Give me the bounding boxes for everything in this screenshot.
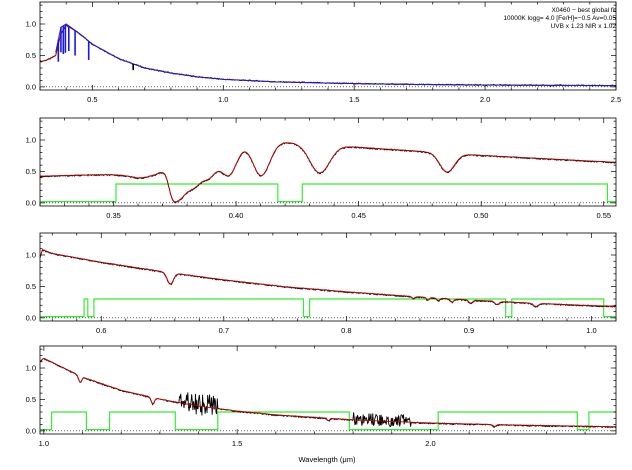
y-tick-label: 1.0 [26,136,36,145]
y-tick-label: 1.0 [26,20,36,29]
y-tick-label: 0.5 [26,51,36,60]
observed-spectrum [40,25,616,87]
annotation-line-2: 10000K logg= 4.0 [Fe/H]=−0.5 Av=0.05 [503,15,616,22]
x-tick-label: 1.0 [218,95,228,104]
y-tick-label: 0.5 [26,395,36,404]
model-spectrum [40,24,616,87]
axes-frame [39,345,617,435]
uvb-model-spectrum [55,23,616,87]
x-tick-label: 0.8 [341,326,351,335]
x-tick-label: 0.7 [219,326,229,335]
y-tick-label: 0.5 [26,167,36,176]
x-tick-label: 1.0 [586,326,596,335]
panel-full: 0.5 1.0 1.5 2.0 2.5 0.0 0.5 1.0 [26,1,621,104]
observed-spectrum [40,358,616,429]
x-tick-label: 0.5 [87,95,97,104]
observed-spectrum [40,142,616,204]
panel-vis: 0.6 0.7 0.8 0.9 1.0 0.0 0.5 1.0 [26,232,617,335]
panel-uvb: 0.35 0.40 0.45 0.50 0.55 0.0 0.5 1.0 [26,117,617,220]
x-tick-label: 2.0 [425,439,435,448]
fit-annotation: X0460 − best global fit 10000K logg= 4.0… [503,7,616,30]
x-tick-label: 0.9 [464,326,474,335]
annotation-line-3: UVB x 1.23 NIR x 1.02 [551,23,617,30]
x-tick-label: 0.50 [474,211,489,220]
model-spectrum [40,357,616,428]
x-tick-label: 1.5 [232,439,242,448]
plot-area-full [40,23,616,88]
axes-frame [39,232,617,322]
x-tick-label: 2.5 [611,95,621,104]
model-spectrum [40,142,616,203]
x-tick-label: 0.45 [351,211,366,220]
annotation-line-1: X0460 − best global fit [551,7,616,14]
x-axis-label: Wavelength (μm) [299,455,356,464]
y-tick-label: 1.0 [26,364,36,373]
fit-mask [40,298,616,318]
y-tick-label: 1.0 [26,251,36,260]
y-tick-label: 0.0 [26,426,36,435]
observed-spectrum [40,248,616,308]
panel-nir: 1.0 1.5 2.0 0.0 0.5 1.0 [26,345,617,448]
y-tick-label: 0.0 [26,313,36,322]
fit-mask [40,411,616,431]
panels: 0.5 1.0 1.5 2.0 2.50.00.51.00.35 0.40 0.45 0.50… [26,1,621,448]
y-tick-label: 0.0 [26,82,36,91]
plot-area-vis [40,248,616,319]
model-spectrum [40,249,616,307]
x-tick-label: 0.35 [106,211,121,220]
x-tick-label: 2.0 [480,95,490,104]
plot-area-nir [40,357,616,432]
fit-mask [40,183,616,203]
x-tick-label: 0.6 [96,326,106,335]
y-tick-label: 0.0 [26,198,36,207]
y-tick-label: 0.5 [26,282,36,291]
x-tick-label: 1.0 [39,439,49,448]
x-tick-label: 0.40 [229,211,244,220]
plot-area-uvb [40,142,616,204]
x-tick-label: 1.5 [349,95,359,104]
x-tick-label: 0.55 [596,211,611,220]
axes-frame [39,117,617,207]
